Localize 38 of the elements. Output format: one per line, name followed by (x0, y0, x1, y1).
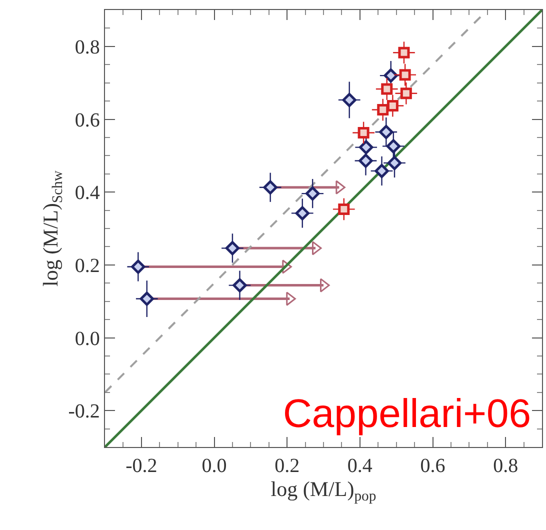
point (232, 278, 247, 292)
x-tick-label: -0.2 (126, 455, 158, 478)
y-tick-label: -0.2 (68, 400, 100, 423)
y-tick-label: 0.6 (74, 109, 100, 132)
point (131, 260, 146, 274)
y-tick-label: 0.8 (74, 36, 100, 58)
point (386, 100, 398, 112)
point (374, 164, 389, 178)
point (358, 126, 370, 138)
x-tick-label: 0.6 (420, 455, 446, 478)
point (342, 92, 356, 108)
point (305, 186, 320, 201)
point (399, 69, 411, 81)
point (400, 88, 412, 100)
x-tick-label: 0.8 (493, 455, 518, 478)
x-axis-title: log (M/L)$_{pop}$ (270, 477, 376, 505)
y-tick-label: 0.0 (74, 328, 100, 350)
point (359, 140, 374, 154)
point (338, 203, 350, 215)
point (379, 124, 394, 140)
point (398, 46, 410, 58)
point (263, 180, 278, 194)
x-tick-label: 0.0 (202, 455, 227, 478)
point (387, 156, 402, 170)
point (225, 241, 240, 256)
point (140, 292, 154, 306)
y-tick-label: 0.4 (74, 182, 100, 204)
point (358, 154, 373, 168)
point (312, 241, 322, 256)
annotation: Cappellari+06 (283, 392, 531, 436)
point (377, 104, 389, 116)
y-tick-label: 0.2 (74, 254, 100, 277)
point (295, 206, 310, 220)
point (381, 83, 393, 95)
point (384, 68, 398, 83)
point (386, 139, 401, 154)
x-tick-label: 0.2 (274, 455, 300, 478)
x-tick-label: 0.4 (347, 455, 372, 478)
